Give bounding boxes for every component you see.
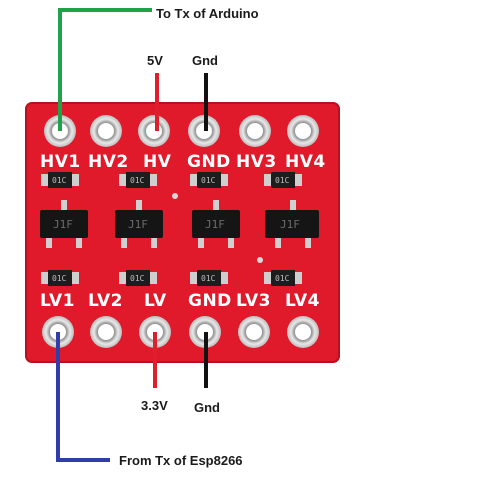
mosfet-marking: J1F <box>280 218 300 231</box>
label-to-tx-arduino: To Tx of Arduino <box>156 6 259 21</box>
mosfet: J1F <box>265 200 319 248</box>
bottom-resistor-row: 01C 01C 01C 01C <box>41 270 302 286</box>
blue-wire-lv1 <box>56 332 110 462</box>
pin-label-lv: LV <box>144 291 167 311</box>
resistor: 01C <box>264 172 302 188</box>
top-resistor-row: 01C 01C 01C 01C <box>41 172 302 188</box>
label-5v: 5V <box>147 53 163 68</box>
resistor-marking: 01C <box>52 274 67 283</box>
mosfet: J1F <box>115 200 163 248</box>
resistor-marking: 01C <box>201 176 216 185</box>
mosfet-marking: J1F <box>53 218 73 231</box>
pin-label-hv: HV <box>143 152 172 172</box>
resistor: 01C <box>190 172 228 188</box>
resistor: 01C <box>41 172 79 188</box>
pin-label-hv2: HV2 <box>88 152 129 172</box>
green-wire-hv1 <box>58 8 152 131</box>
pin-label-lv4: LV4 <box>285 291 320 311</box>
pin-label-lv3: LV3 <box>236 291 271 311</box>
resistor-marking: 01C <box>201 274 216 283</box>
resistor-marking: 01C <box>52 176 67 185</box>
pin-label-lv2: LV2 <box>88 291 123 311</box>
label-gnd-top: Gnd <box>192 53 218 68</box>
mosfet-marking: J1F <box>128 218 148 231</box>
pin-label-gnd-top: GND <box>187 152 231 172</box>
pin-label-hv4: HV4 <box>285 152 326 172</box>
resistor: 01C <box>190 270 228 286</box>
resistor-marking: 01C <box>130 176 145 185</box>
resistor: 01C <box>41 270 79 286</box>
resistor-marking: 01C <box>130 274 145 283</box>
pin-label-hv3: HV3 <box>236 152 277 172</box>
pcb-board <box>26 103 339 362</box>
label-from-tx-esp8266: From Tx of Esp8266 <box>119 453 243 468</box>
mosfet: J1F <box>40 200 88 248</box>
resistor: 01C <box>264 270 302 286</box>
pin-label-hv1: HV1 <box>40 152 81 172</box>
resistor-marking: 01C <box>275 176 290 185</box>
pin-label-lv1: LV1 <box>40 291 75 311</box>
top-pad-row <box>44 115 319 147</box>
mosfet: J1F <box>192 200 240 248</box>
resistor: 01C <box>119 172 157 188</box>
label-3v3: 3.3V <box>141 398 168 413</box>
transistor-row: J1F J1F J1F J1F <box>40 200 319 248</box>
resistor: 01C <box>119 270 157 286</box>
label-gnd-bottom: Gnd <box>194 400 220 415</box>
mosfet-marking: J1F <box>205 218 225 231</box>
pin-label-gnd-bottom: GND <box>188 291 232 311</box>
resistor-marking: 01C <box>275 274 290 283</box>
test-point <box>257 257 263 263</box>
test-point <box>172 193 178 199</box>
